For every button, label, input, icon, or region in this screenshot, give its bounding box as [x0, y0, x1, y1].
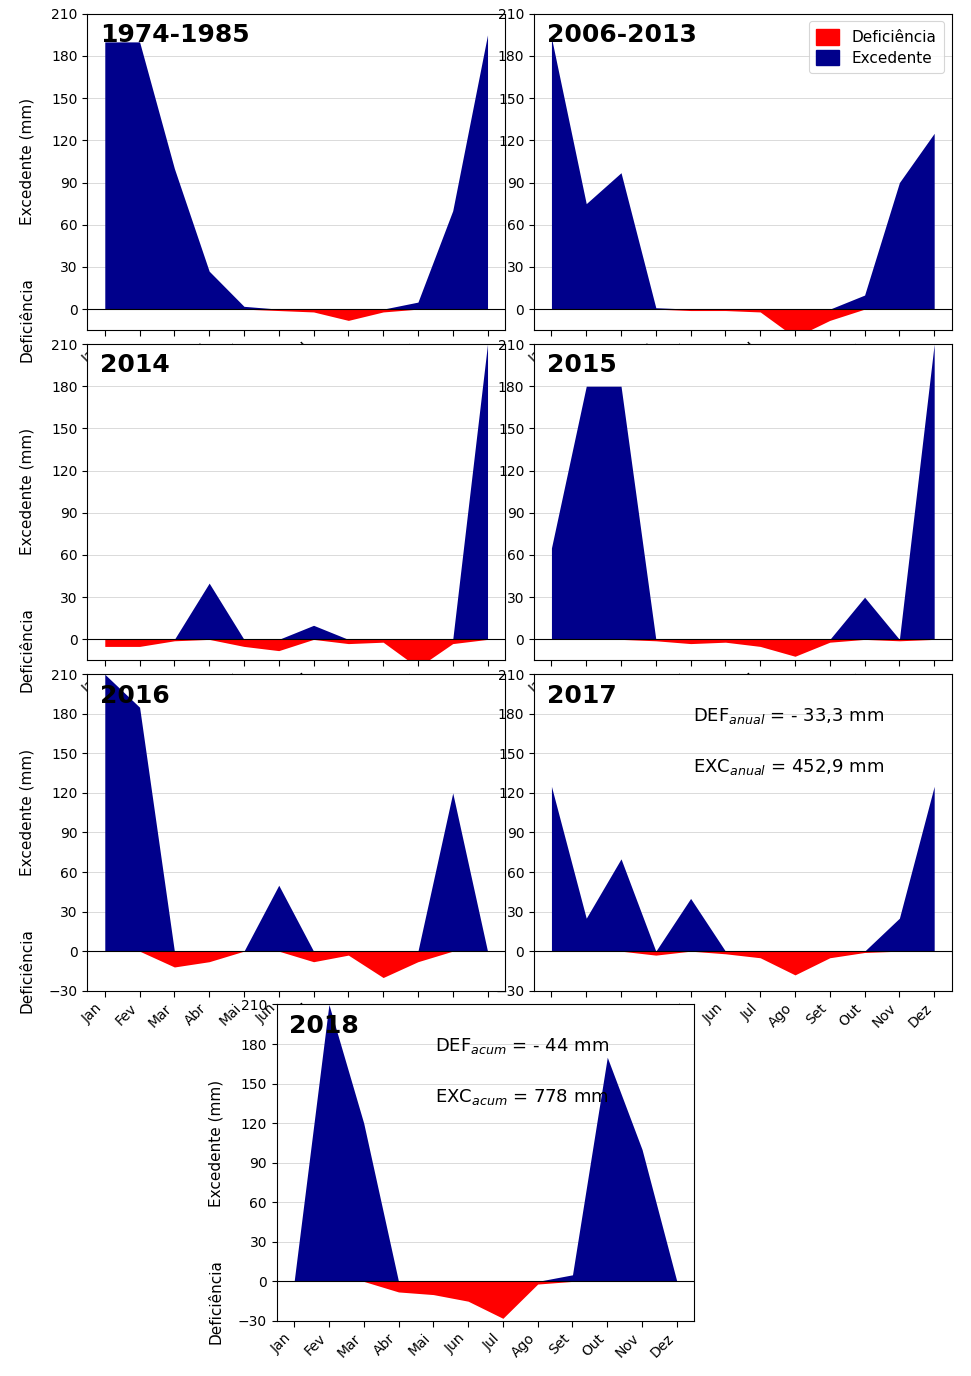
Text: 2017: 2017 — [547, 684, 617, 707]
Text: 2015: 2015 — [547, 354, 617, 377]
Text: Excedente (mm): Excedente (mm) — [19, 428, 34, 556]
Text: DEF$_{acum}$ = - 44 mm: DEF$_{acum}$ = - 44 mm — [435, 1036, 610, 1057]
Text: EXC$_{anual}$ = 452,9 mm: EXC$_{anual}$ = 452,9 mm — [692, 757, 884, 776]
Text: 1974-1985: 1974-1985 — [100, 23, 250, 47]
Text: 2014: 2014 — [100, 354, 170, 377]
Text: Deficiência: Deficiência — [19, 929, 34, 1013]
Text: Deficiência: Deficiência — [19, 277, 34, 362]
Text: 2018: 2018 — [289, 1014, 359, 1038]
Legend: Deficiência, Excedente: Deficiência, Excedente — [809, 22, 944, 73]
Text: Excedente (mm): Excedente (mm) — [19, 98, 34, 226]
Text: 2006-2013: 2006-2013 — [547, 23, 696, 47]
Text: 2016: 2016 — [100, 684, 170, 707]
Text: Deficiência: Deficiência — [19, 607, 34, 692]
Text: EXC$_{acum}$ = 778 mm: EXC$_{acum}$ = 778 mm — [435, 1087, 609, 1106]
Text: Deficiência: Deficiência — [209, 1259, 223, 1343]
Text: Excedente (mm): Excedente (mm) — [19, 749, 34, 877]
Text: DEF$_{anual}$ = - 33,3 mm: DEF$_{anual}$ = - 33,3 mm — [692, 706, 884, 727]
Text: Excedente (mm): Excedente (mm) — [209, 1079, 223, 1207]
